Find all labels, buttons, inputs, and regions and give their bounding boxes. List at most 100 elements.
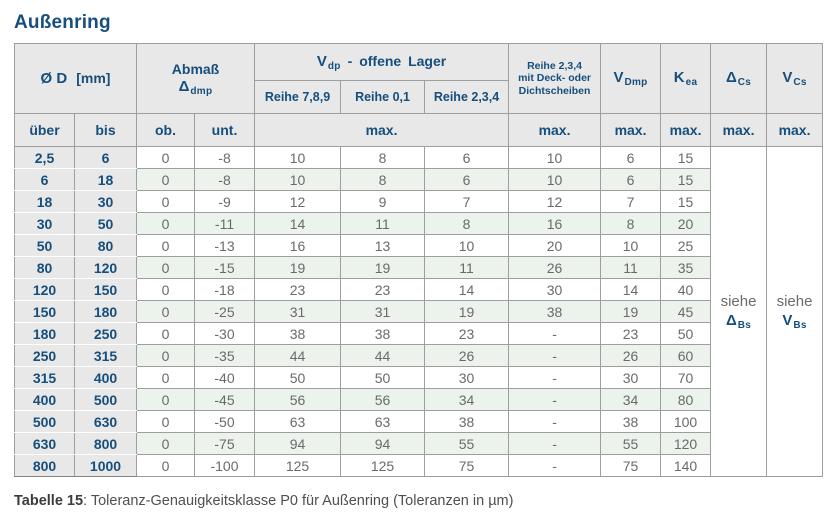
header-max-vdmp: max. [600,113,662,147]
cell-ob: 0 [136,432,195,455]
header-max-kea: max. [660,113,712,147]
cell-unt: -13 [193,234,256,257]
cell-ueber: 315 [14,366,75,389]
cell-bis: 150 [74,278,137,301]
cell-reihe-789: 16 [254,234,342,257]
cell-reihe-01: 23 [340,278,426,301]
header-bis: bis [74,113,137,147]
header-max-sealed: max. [508,113,602,147]
cell-ob: 0 [136,410,195,433]
cell-reihe-01: 8 [340,168,426,191]
cell-reihe-789: 19 [254,256,342,279]
table-row: 315 400 0 -40 50 50 30-30 70 [14,366,823,389]
header-vdp-group: Vdp - offene Lager [254,43,510,81]
cell-reihe-789: 12 [254,190,342,213]
cell-ob: 0 [136,146,195,169]
siehe-v-bs-cell: siehe VBs [766,146,824,477]
cell-kea: 40 [660,278,712,301]
cell-bis: 250 [74,322,137,345]
cell-reihe-234: 14 [424,278,510,301]
cell-vdmp: 38 [600,410,662,433]
cell-vdmp: 7 [600,190,662,213]
cell-reihe-234: 6 [424,146,510,169]
cell-ueber: 30 [14,212,75,235]
cell-ob: 0 [136,256,195,279]
cell-reihe-789: 44 [254,344,342,367]
cell-reihe-789: 63 [254,410,342,433]
cell-kea: 15 [660,190,712,213]
cell-ueber: 18 [14,190,75,213]
cell-reihe-789: 10 [254,146,342,169]
cell-vdmp: 23 [600,322,662,345]
cell-sealed: - [508,410,602,433]
cell-bis: 315 [74,344,137,367]
cell-ueber: 6 [14,168,75,191]
header-abmass: Abmaß Δdmp [135,43,256,114]
cell-kea: 140 [660,454,712,477]
header-ueber: über [14,113,75,147]
cell-kea: 80 [660,388,712,411]
cell-bis: 1000 [74,454,137,477]
table-row: 500 630 0 -50 63 63 38-38 100 [14,410,823,433]
page-title: Außenring [14,12,111,33]
diameter-unit: [mm] [76,70,111,86]
cell-reihe-01: 63 [340,410,426,433]
cell-vdmp: 10 [600,234,662,257]
abmass-label: Abmaß [171,60,220,77]
cell-vdmp: 6 [600,146,662,169]
cell-kea: 60 [660,344,712,367]
header-max-vdp: max. [254,113,510,147]
table-row: 250 315 0 -35 44 44 26-26 60 [14,344,823,367]
cell-reihe-01: 56 [340,388,426,411]
cell-reihe-01: 13 [340,234,426,257]
cell-reihe-234: 75 [424,454,510,477]
cell-kea: 35 [660,256,712,279]
cell-sealed: - [508,344,602,367]
siehe-delta-bs-cell: siehe ΔBs [710,146,768,477]
cell-reihe-234: 55 [424,432,510,455]
cell-unt: -8 [193,168,256,191]
table-row: 800 1000 0 -100 125 125 75-75 140 [14,454,823,477]
cell-vdmp: 19 [600,300,662,323]
cell-reihe-234: 8 [424,212,510,235]
cell-unt: -75 [193,432,256,455]
cell-ob: 0 [136,388,195,411]
cell-bis: 80 [74,234,137,257]
cell-unt: -40 [193,366,256,389]
cell-ob: 0 [136,212,195,235]
cell-bis: 6 [74,146,137,169]
cell-sealed: - [508,322,602,345]
cell-kea: 15 [660,146,712,169]
cell-reihe-234: 19 [424,300,510,323]
cell-ueber: 400 [14,388,75,411]
cell-ob: 0 [136,278,195,301]
cell-ob: 0 [136,454,195,477]
cell-ueber: 50 [14,234,75,257]
cell-reihe-234: 10 [424,234,510,257]
cell-sealed: 12 [508,190,602,213]
cell-reihe-234: 11 [424,256,510,279]
cell-sealed: 16 [508,212,602,235]
cell-bis: 50 [74,212,137,235]
header-max-v-cs: max. [766,113,824,147]
cell-unt: -15 [193,256,256,279]
header-vdmp: VDmp [600,43,662,114]
cell-unt: -9 [193,190,256,213]
cell-sealed: 10 [508,146,602,169]
cell-ueber: 120 [14,278,75,301]
cell-sealed: 26 [508,256,602,279]
cell-reihe-234: 34 [424,388,510,411]
table-row: 18 30 0 -9 12 9 7 12 7 15 [14,190,823,213]
cell-kea: 45 [660,300,712,323]
cell-kea: 100 [660,410,712,433]
cell-kea: 15 [660,168,712,191]
cell-ob: 0 [136,300,195,323]
header-sealed: Reihe 2,3,4 mit Deck- oder Dichtscheiben [508,43,602,114]
cell-reihe-789: 38 [254,322,342,345]
header-v-cs: VCs [766,43,824,114]
cell-unt: -30 [193,322,256,345]
cell-sealed: - [508,454,602,477]
table-row: 150 180 0 -25 31 31 19 38 19 45 [14,300,823,323]
header-max-delta-cs: max. [710,113,768,147]
cell-reihe-01: 44 [340,344,426,367]
